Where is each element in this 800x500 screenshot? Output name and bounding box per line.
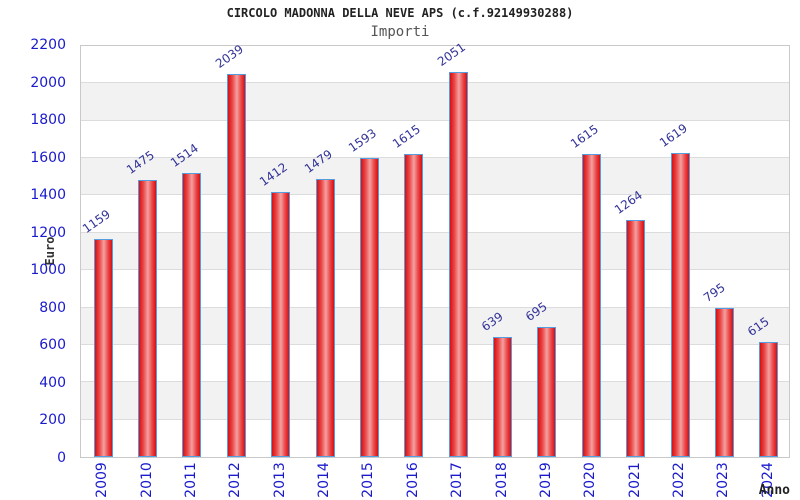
y-tick-label: 0 bbox=[57, 450, 66, 466]
chart-title: CIRCOLO MADONNA DELLA NEVE APS (c.f.9214… bbox=[226, 6, 574, 20]
plot-band bbox=[81, 46, 789, 83]
bar bbox=[315, 179, 335, 457]
bar bbox=[493, 337, 513, 457]
bar bbox=[448, 71, 468, 457]
y-tick-label: 1800 bbox=[30, 112, 66, 129]
gridline bbox=[81, 269, 789, 271]
x-tick-label: 2020 bbox=[582, 462, 599, 498]
gridline bbox=[81, 157, 789, 159]
y-tick-label: 200 bbox=[39, 412, 66, 429]
x-tick-label: 2022 bbox=[671, 462, 688, 498]
bar bbox=[670, 153, 690, 457]
x-axis: 2009 2010 2011 2012 2013 2014 2015 2016 2017 2018… bbox=[80, 458, 790, 500]
y-tick-label: 1600 bbox=[30, 149, 66, 166]
gridline bbox=[81, 119, 789, 121]
y-tick-label: 2200 bbox=[30, 37, 66, 53]
x-tick-label: 2010 bbox=[138, 462, 155, 498]
x-tick-label: 2016 bbox=[404, 462, 421, 498]
y-tick-label: 1000 bbox=[30, 262, 66, 279]
bar bbox=[138, 180, 158, 457]
bar bbox=[759, 341, 779, 457]
y-tick-label: 800 bbox=[39, 299, 66, 316]
x-tick-label: 2023 bbox=[715, 462, 732, 498]
x-tick-label: 2015 bbox=[360, 462, 377, 498]
plot-band bbox=[81, 83, 789, 121]
bar bbox=[404, 153, 424, 457]
y-tick-label: 400 bbox=[39, 374, 66, 391]
x-tick-label: 2012 bbox=[227, 462, 244, 498]
x-tick-label: 2021 bbox=[626, 462, 643, 498]
x-tick-label: 2019 bbox=[537, 462, 554, 498]
x-tick-label: 2013 bbox=[271, 462, 288, 498]
bar bbox=[714, 307, 734, 457]
x-tick-label: 2014 bbox=[316, 462, 333, 498]
x-axis-title: Anno bbox=[758, 483, 790, 498]
y-tick-label: 600 bbox=[39, 337, 66, 354]
gridline bbox=[81, 194, 789, 196]
bar bbox=[93, 239, 113, 457]
chart-subtitle: Importi bbox=[370, 24, 430, 40]
gridline bbox=[81, 82, 789, 84]
x-tick-label: 2011 bbox=[182, 462, 199, 498]
gridline bbox=[81, 418, 789, 420]
bar bbox=[581, 153, 601, 457]
gridline bbox=[81, 231, 789, 233]
bar bbox=[271, 191, 291, 457]
plot-area: 1159 1475 1514 2039 1412 1479 1593 1615 2051 639 6… bbox=[80, 40, 790, 458]
gridline bbox=[81, 381, 789, 383]
y-tick-label: 1200 bbox=[30, 224, 66, 241]
gridline bbox=[81, 343, 789, 345]
y-axis: 0 200 400 600 800 1000 1200 1400 1600 1800 2000 220… bbox=[0, 37, 72, 466]
bar bbox=[626, 219, 646, 457]
gridline bbox=[81, 306, 789, 308]
y-tick-label: 2000 bbox=[30, 74, 66, 91]
bar bbox=[359, 157, 379, 457]
bar bbox=[537, 326, 557, 457]
bar bbox=[226, 74, 246, 457]
y-tick-label: 1400 bbox=[30, 187, 66, 204]
x-tick-label: 2017 bbox=[449, 462, 466, 498]
x-tick-label: 2009 bbox=[94, 462, 111, 498]
bar bbox=[182, 172, 202, 457]
x-tick-label: 2018 bbox=[493, 462, 510, 498]
